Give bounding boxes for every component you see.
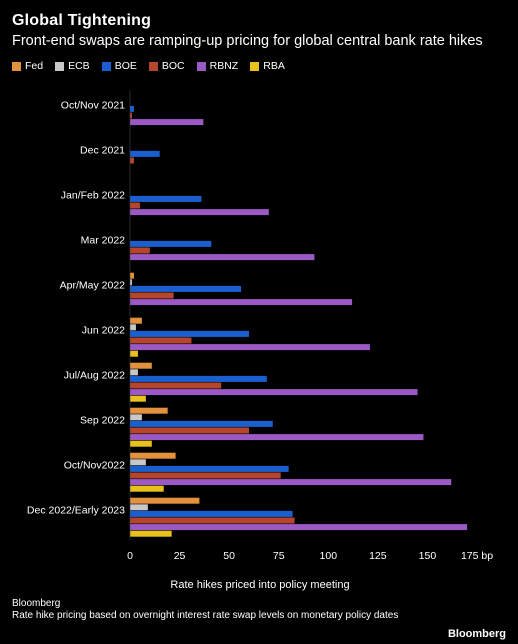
bar-rba — [130, 395, 146, 402]
legend-item-rbnz: RBNZ — [196, 60, 239, 72]
bar-fed — [130, 362, 152, 369]
bar-rba — [130, 350, 138, 357]
bar-rba — [130, 440, 152, 447]
legend-label: BOE — [114, 60, 137, 72]
bar-boc — [130, 292, 174, 299]
legend-label: ECB — [68, 60, 90, 72]
bar-boe — [130, 285, 242, 292]
bar-ecb — [130, 279, 132, 286]
legend-item-boc: BOC — [148, 60, 185, 72]
bar-ecb — [130, 504, 148, 511]
bar-boc — [130, 337, 192, 344]
bar-ecb — [130, 459, 146, 466]
category-label: Mar 2022 — [81, 235, 126, 247]
bar-rbnz — [130, 389, 418, 396]
bar-boc — [130, 517, 295, 524]
bar-boc — [130, 157, 134, 164]
chart-title: Global Tightening — [12, 12, 152, 29]
bar-boc — [130, 247, 150, 254]
category-label: Jun 2022 — [82, 325, 125, 337]
category-label: Sep 2022 — [80, 415, 125, 427]
bar-fed — [130, 452, 176, 459]
source-note: Bloomberg Rate hike pricing based on ove… — [12, 598, 432, 622]
x-tick-label: 100 — [320, 550, 338, 562]
category-label: Apr/May 2022 — [60, 280, 126, 292]
x-axis-title: Rate hikes priced into policy meeting — [170, 579, 350, 591]
bar-rbnz — [130, 434, 424, 441]
x-tick-label: 175 bp — [461, 550, 493, 562]
legend-item-rba: RBA — [250, 60, 285, 72]
chart-subtitle: Front-end swaps are ramping-up pricing f… — [12, 33, 483, 49]
category-label: Dec 2022/Early 2023 — [27, 505, 125, 517]
bar-boc — [130, 382, 222, 389]
bar-rbnz — [130, 479, 452, 486]
bar-boe — [130, 420, 273, 427]
bloomberg-logo: Bloomberg — [447, 628, 506, 640]
category-label: Dec 2021 — [80, 145, 125, 157]
category-label: Oct/Nov2022 — [64, 460, 125, 472]
legend-swatch — [101, 61, 111, 71]
bar-fed — [130, 407, 168, 414]
bar-boe — [130, 375, 267, 382]
bar-rbnz — [130, 299, 353, 306]
x-tick-label: 25 — [174, 550, 186, 562]
legend-label: Fed — [25, 60, 44, 72]
category-label: Oct/Nov 2021 — [61, 100, 125, 112]
bar-boc — [130, 202, 140, 209]
bar-boe — [130, 195, 202, 202]
legend-item-ecb: ECB — [55, 60, 90, 72]
bar-fed — [130, 272, 134, 279]
x-tick-label: 150 — [419, 550, 437, 562]
bar-ecb — [130, 369, 138, 376]
legend-item-fed: Fed — [12, 60, 43, 72]
footnote: Rate hike pricing based on overnight int… — [12, 610, 399, 621]
x-tick-label: 0 — [127, 550, 133, 562]
legend-label: RBA — [263, 60, 285, 72]
legend-swatch — [196, 61, 206, 71]
bar-boc — [130, 472, 281, 479]
bar-rbnz — [130, 119, 204, 126]
legend-swatch — [55, 61, 65, 71]
legend: Fed ECB BOE BOC RBNZ RBA — [12, 60, 285, 72]
category-label: Jul/Aug 2022 — [64, 370, 125, 382]
bar-rbnz — [130, 524, 468, 531]
bar-boe — [130, 330, 249, 337]
legend-swatch — [250, 61, 260, 71]
bar-rbnz — [130, 254, 315, 261]
bar-fed — [130, 317, 142, 324]
bar-fed — [130, 497, 200, 504]
source-label: Bloomberg — [12, 598, 61, 609]
bar-boe — [130, 105, 134, 112]
x-tick-label: 50 — [223, 550, 235, 562]
legend-swatch — [148, 61, 158, 71]
bar-boe — [130, 240, 212, 247]
bar-rba — [130, 530, 172, 537]
bar-boe — [130, 510, 293, 517]
legend-label: BOC — [161, 60, 185, 72]
bar-boe — [130, 150, 160, 157]
bar-ecb — [130, 414, 142, 421]
bar-ecb — [130, 324, 136, 331]
bar-boc — [130, 427, 249, 434]
category-label: Jan/Feb 2022 — [61, 190, 125, 202]
x-tick-label: 125 — [369, 550, 387, 562]
bar-boe — [130, 465, 289, 472]
bar-rbnz — [130, 209, 269, 216]
legend-swatch — [12, 61, 21, 71]
bar-boc — [130, 112, 132, 119]
legend-item-boe: BOE — [101, 60, 137, 72]
bar-rba — [130, 485, 164, 492]
legend-label: RBNZ — [209, 60, 239, 72]
bar-rbnz — [130, 344, 370, 351]
x-tick-label: 75 — [273, 550, 285, 562]
